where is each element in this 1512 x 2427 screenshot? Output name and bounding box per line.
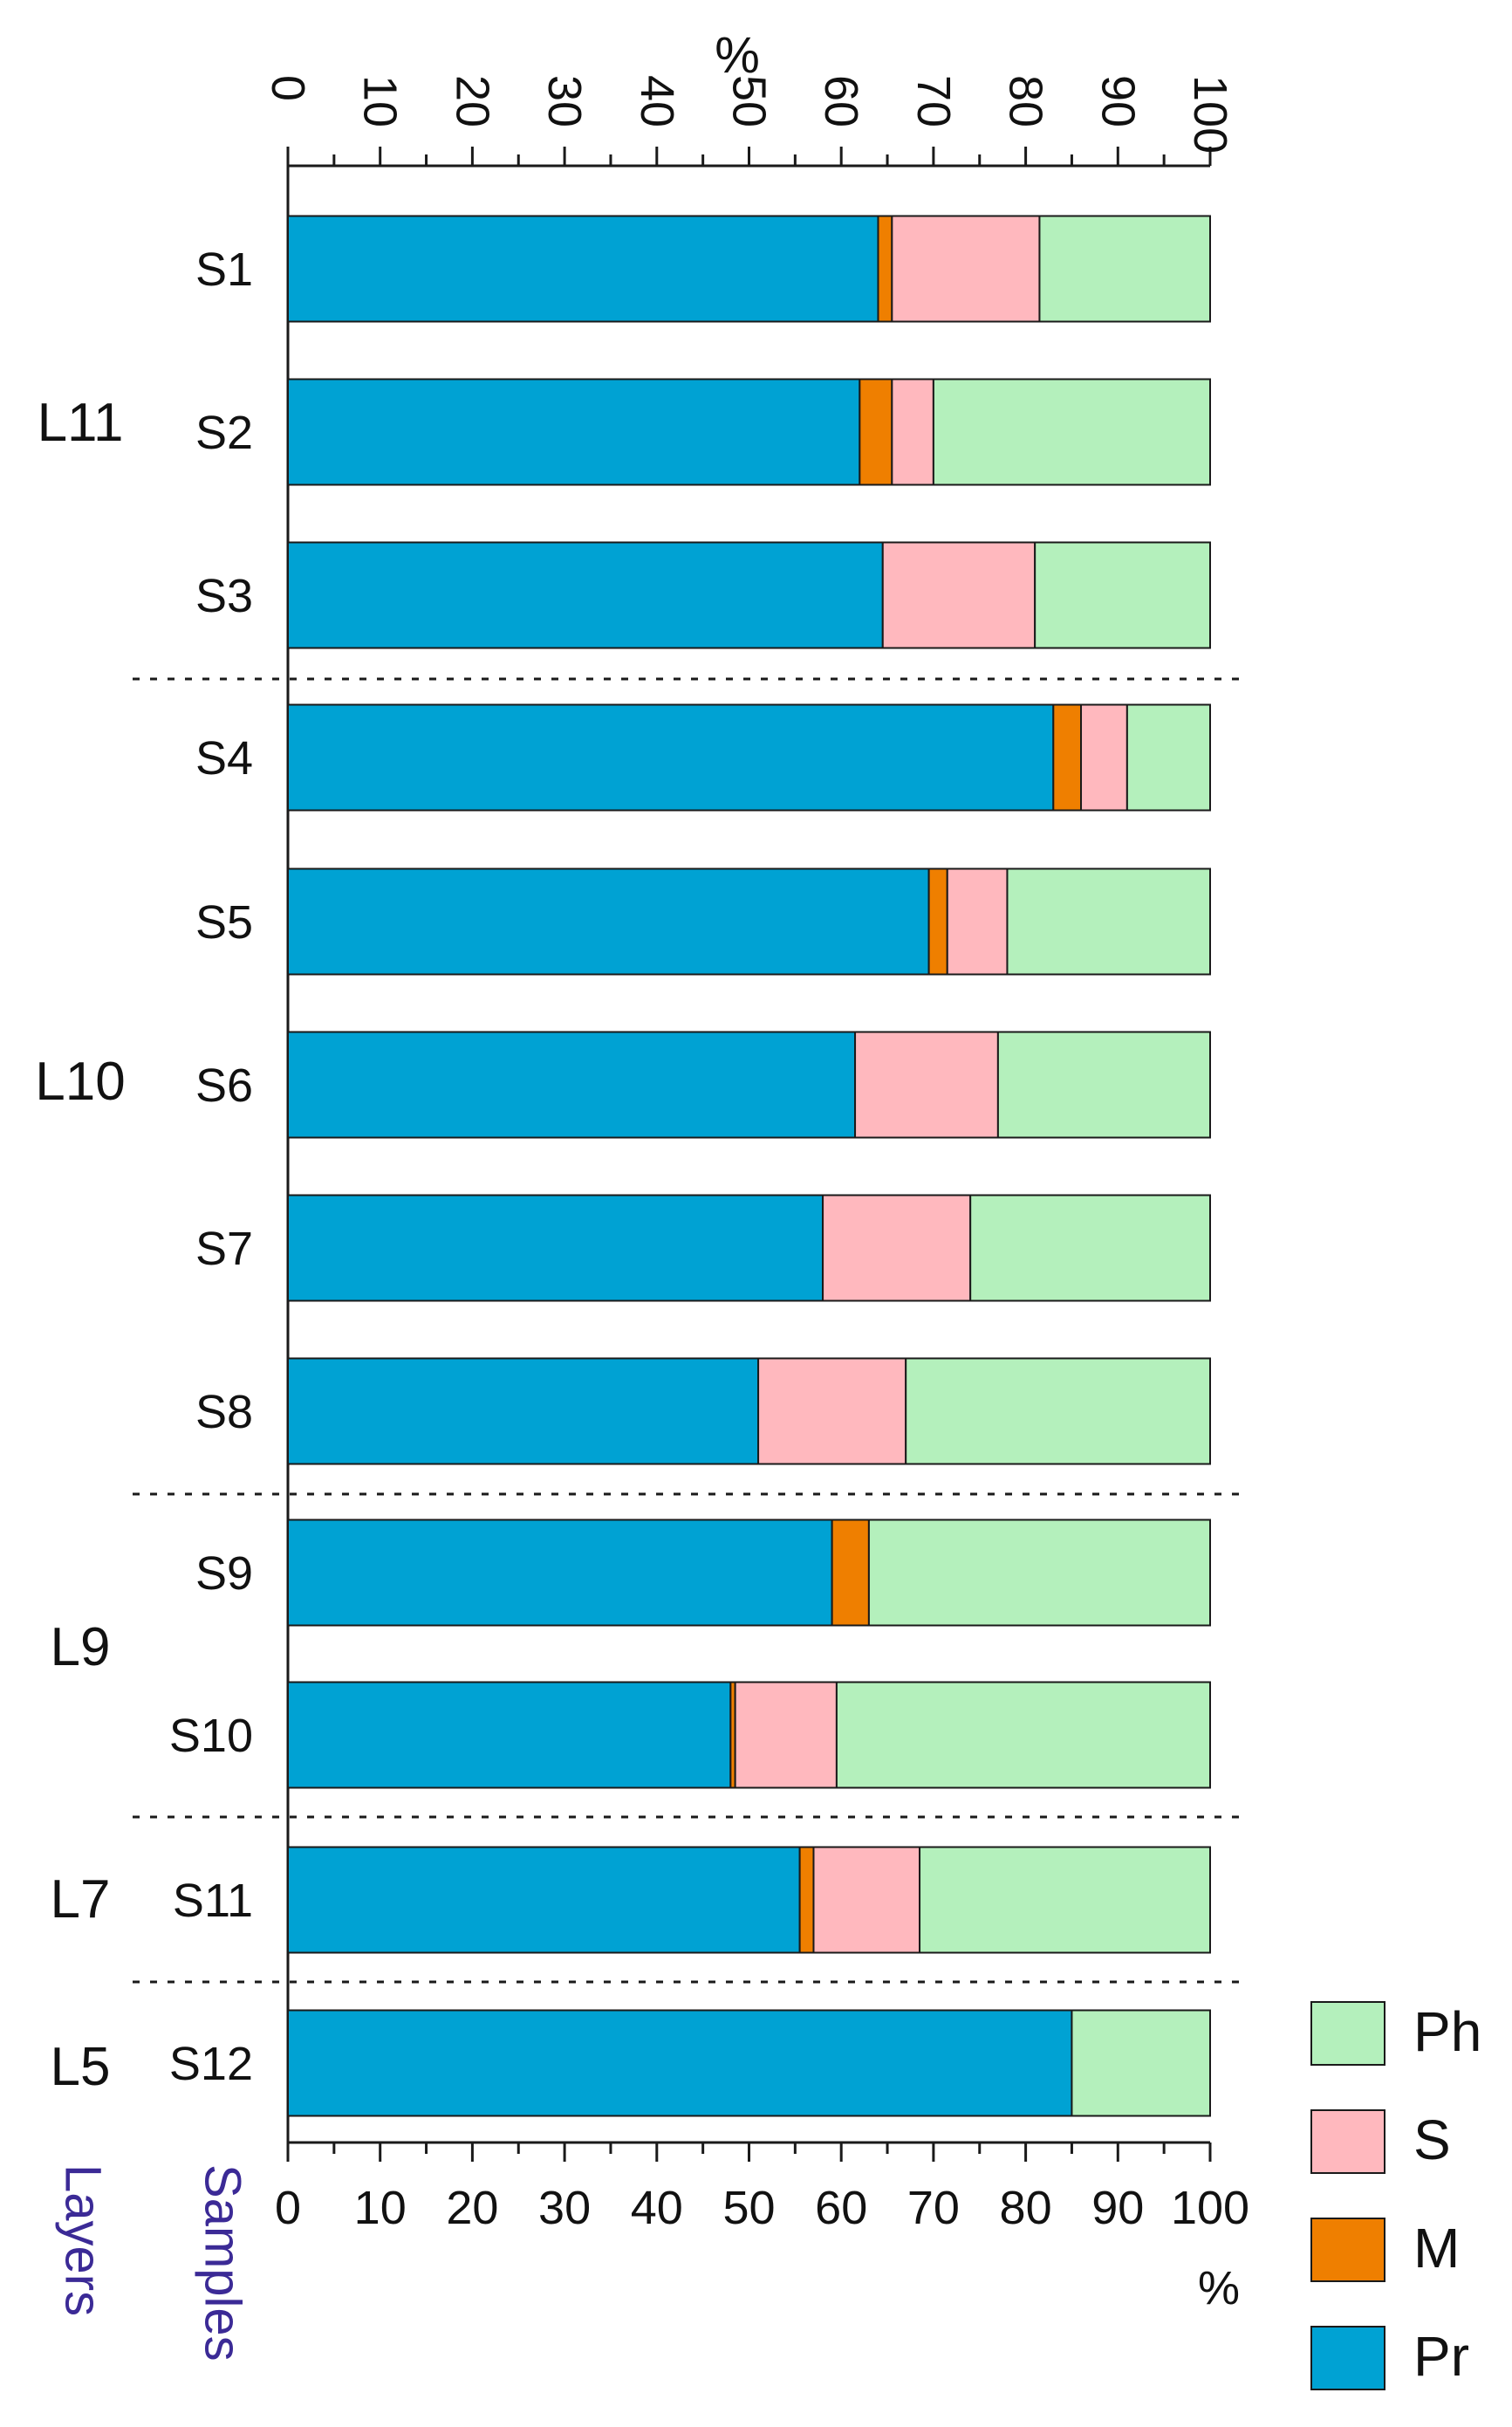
sample-label-s9: S9 [195, 1547, 253, 1600]
bar-s5-pr [287, 867, 930, 976]
bar-s4-s [1080, 703, 1128, 812]
top-tick-label: 100 [1184, 75, 1236, 154]
top-axis-label: % [715, 27, 760, 84]
layer-label-l9: L9 [51, 1617, 111, 1677]
bar-s8-s [757, 1357, 907, 1465]
bar-s9-ph [867, 1519, 1211, 1627]
bar-s11-s [812, 1846, 921, 1954]
legend-swatch-pr [1310, 2326, 1385, 2390]
bottom-tick-label: 100 [1171, 2182, 1249, 2234]
sample-label-s2: S2 [195, 407, 253, 459]
top-tick-label: 40 [631, 75, 683, 127]
bar-s9-m [831, 1519, 870, 1627]
bar-s1-s [891, 215, 1041, 323]
bottom-tick-label: 0 [275, 2182, 301, 2234]
samples-header: Samples [195, 2164, 251, 2362]
bar-s12-pr [287, 2009, 1073, 2117]
bar-s5-s [946, 867, 1009, 976]
top-tick-label: 70 [907, 75, 960, 127]
bar-s3-s [881, 541, 1037, 649]
bar-s1-pr [287, 215, 879, 323]
bar-s10-s [734, 1681, 838, 1789]
top-tick-label: 0 [262, 75, 314, 101]
bottom-tick-label: 50 [722, 2182, 775, 2234]
top-tick-label: 50 [723, 75, 776, 127]
legend-swatch-m [1310, 2218, 1385, 2282]
bottom-axis-label: % [1198, 2262, 1240, 2314]
sample-label-s10: S10 [169, 1710, 253, 1762]
bottom-tick-label: 30 [538, 2182, 591, 2234]
bar-s7-s [822, 1194, 972, 1302]
bar-s4-pr [287, 703, 1055, 812]
bar-s5-m [927, 867, 948, 976]
bar-s2-ph [932, 378, 1212, 486]
top-tick-label: 10 [354, 75, 407, 127]
sample-label-s12: S12 [169, 2038, 253, 2090]
bar-s8-ph [905, 1357, 1211, 1465]
bar-s6-s [854, 1031, 999, 1139]
bar-s8-pr [287, 1357, 760, 1465]
sample-label-s3: S3 [195, 570, 253, 622]
sample-label-s6: S6 [195, 1059, 253, 1112]
bottom-tick-label: 10 [354, 2182, 407, 2234]
bottom-tick-label: 90 [1091, 2182, 1144, 2234]
bar-s3-pr [287, 541, 884, 649]
legend-swatch-ph [1310, 2001, 1385, 2066]
bar-s3-ph [1034, 541, 1212, 649]
bottom-tick-label: 70 [907, 2182, 960, 2234]
legend-label-m: M [1413, 2217, 1460, 2280]
bottom-tick-label: 80 [1000, 2182, 1052, 2234]
top-tick-label: 20 [446, 75, 498, 127]
bar-s10-ph [835, 1681, 1211, 1789]
bottom-tick-label: 40 [631, 2182, 683, 2234]
bar-s2-pr [287, 378, 861, 486]
bar-s11-m [798, 1846, 815, 1954]
bar-s5-ph [1006, 867, 1211, 976]
top-tick-label: 60 [815, 75, 867, 127]
sample-label-s4: S4 [195, 732, 253, 785]
bar-s12-ph [1071, 2009, 1211, 2117]
layer-label-l5: L5 [51, 2037, 111, 2097]
legend-label-ph: Ph [1413, 2000, 1481, 2063]
bar-s9-pr [287, 1519, 833, 1627]
bar-s11-ph [919, 1846, 1212, 1954]
sample-label-s1: S1 [195, 243, 253, 296]
bar-s4-ph [1125, 703, 1211, 812]
sample-label-s5: S5 [195, 896, 253, 949]
bar-s7-ph [969, 1194, 1212, 1302]
bar-s1-ph [1038, 215, 1211, 323]
bar-s6-pr [287, 1031, 857, 1139]
top-tick-label: 90 [1091, 75, 1144, 127]
layer-label-l7: L7 [51, 1869, 111, 1930]
bar-s11-pr [287, 1846, 801, 1954]
legend-swatch-s [1310, 2109, 1385, 2174]
layer-label-l10: L10 [35, 1052, 125, 1112]
bar-s6-ph [996, 1031, 1212, 1139]
layer-label-l11: L11 [38, 393, 124, 453]
sample-label-s7: S7 [195, 1223, 253, 1275]
bar-s2-s [891, 378, 934, 486]
legend-label-pr: Pr [1413, 2325, 1469, 2388]
bar-s7-pr [287, 1194, 824, 1302]
bar-s4-m [1052, 703, 1083, 812]
top-tick-label: 30 [538, 75, 591, 127]
sample-label-s11: S11 [173, 1875, 253, 1927]
sample-label-s8: S8 [195, 1386, 253, 1438]
bar-s2-m [859, 378, 893, 486]
bottom-tick-label: 60 [815, 2182, 867, 2234]
bottom-tick-label: 20 [446, 2182, 498, 2234]
bar-s10-pr [287, 1681, 732, 1789]
bar-s1-m [877, 215, 893, 323]
top-tick-label: 80 [1000, 75, 1052, 127]
legend-label-s: S [1413, 2108, 1451, 2171]
layers-header: Layers [55, 2164, 112, 2316]
